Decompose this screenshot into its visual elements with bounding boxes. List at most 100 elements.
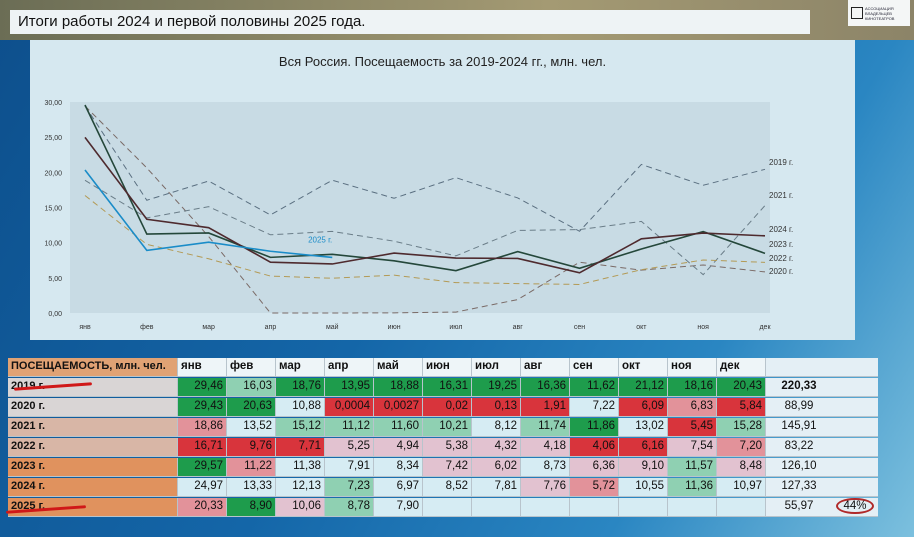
month-header: янв (178, 358, 227, 377)
value-cell: 11,74 (521, 418, 570, 437)
series-line-2023 (84, 104, 766, 272)
attendance-table: ПОСЕЩАЕМОСТЬ, млн. чел. янв фев мар апр май ию… (8, 358, 878, 518)
value-cell: 11,12 (325, 418, 374, 437)
total-cell: 83,22 (766, 438, 832, 457)
value-cell: 4,94 (374, 438, 423, 457)
value-cell: 11,57 (668, 458, 717, 477)
x-tick-label: ноя (697, 324, 709, 331)
value-cell: 29,57 (178, 458, 227, 477)
value-cell: 6,02 (472, 458, 521, 477)
series-label: 2025 г. (308, 235, 332, 244)
value-cell: 29,46 (178, 378, 227, 397)
value-cell: 5,38 (423, 438, 472, 457)
percent-value-circled: 44% (836, 498, 874, 514)
slide-title-bar: Итоги работы 2024 и первой половины 2025… (10, 10, 810, 34)
value-cell (668, 498, 717, 517)
value-cell: 13,52 (227, 418, 276, 437)
value-cell: 18,88 (374, 378, 423, 397)
month-header: июл (472, 358, 521, 377)
series-line-2024 (84, 136, 766, 274)
value-cell: 10,97 (717, 478, 766, 497)
value-cell: 16,36 (521, 378, 570, 397)
value-cell: 13,95 (325, 378, 374, 397)
month-header: апр (325, 358, 374, 377)
value-cell: 12,13 (276, 478, 325, 497)
value-cell: 15,12 (276, 418, 325, 437)
value-cell: 11,62 (570, 378, 619, 397)
month-header: фев (227, 358, 276, 377)
value-cell: 7,91 (325, 458, 374, 477)
value-cell: 1,91 (521, 398, 570, 417)
series-label: 2020 г. (769, 267, 793, 276)
table-row: 2021 г. 18,86 13,52 15,12 11,12 11,60 10,21 8,1… (8, 418, 878, 438)
month-header: май (374, 358, 423, 377)
value-cell: 10,06 (276, 498, 325, 517)
percent-cell (832, 398, 878, 417)
value-cell: 16,31 (423, 378, 472, 397)
x-tick-label: май (326, 323, 339, 331)
value-cell: 6,83 (668, 398, 717, 417)
value-cell: 10,88 (276, 398, 325, 417)
table-header-row: ПОСЕЩАЕМОСТЬ, млн. чел. янв фев мар апр май ию… (8, 358, 878, 378)
value-cell (570, 498, 619, 517)
value-cell: 4,06 (570, 438, 619, 457)
value-cell: 16,71 (178, 438, 227, 457)
month-header: дек (717, 358, 766, 377)
year-label: 2024 г. (8, 478, 178, 497)
value-cell: 8,48 (717, 458, 766, 477)
value-cell: 24,97 (178, 478, 227, 497)
percent-cell: 44% (832, 498, 878, 517)
y-tick-label: 5,00 (48, 276, 62, 283)
value-cell: 4,32 (472, 438, 521, 457)
x-tick-label: июн (388, 324, 401, 331)
total-cell: 55,97 (766, 498, 832, 517)
percent-header (832, 358, 878, 377)
series-label: 2023 г. (769, 240, 793, 249)
x-tick-label: июл (449, 324, 462, 331)
value-cell: 7,23 (325, 478, 374, 497)
series-line-2025 (84, 169, 333, 259)
value-cell: 6,16 (619, 438, 668, 457)
value-cell: 18,76 (276, 378, 325, 397)
table-row: 2022 г. 16,71 9,76 7,71 5,25 4,94 5,38 4,32 4,18… (8, 438, 878, 458)
x-tick-label: окт (636, 324, 647, 331)
chart-plot: 0,00 5,00 10,00 15,00 20,00 25,00 30,00 янв фев м… (44, 100, 793, 331)
value-cell (423, 498, 472, 517)
y-tick-label: 25,00 (44, 135, 62, 142)
value-cell: 7,54 (668, 438, 717, 457)
value-cell: 20,43 (717, 378, 766, 397)
year-label: 2023 г. (8, 458, 178, 477)
value-cell: 18,86 (178, 418, 227, 437)
year-label: 2020 г. (8, 398, 178, 417)
value-cell: 7,42 (423, 458, 472, 477)
value-cell: 9,76 (227, 438, 276, 457)
year-label: 2022 г. (8, 438, 178, 457)
x-tick-label: дек (759, 324, 771, 331)
x-tick-label: сен (574, 324, 585, 331)
month-header: июн (423, 358, 472, 377)
value-cell: 7,71 (276, 438, 325, 457)
month-header: окт (619, 358, 668, 377)
value-cell: 7,90 (374, 498, 423, 517)
y-tick-label: 10,00 (44, 241, 62, 248)
value-cell: 6,97 (374, 478, 423, 497)
slide-title: Итоги работы 2024 и первой половины 2025… (18, 13, 366, 30)
series-label: 2021 г. (769, 191, 793, 200)
percent-cell (832, 478, 878, 497)
series-line-2020 (84, 105, 766, 314)
value-cell: 11,60 (374, 418, 423, 437)
value-cell: 8,90 (227, 498, 276, 517)
value-cell: 7,22 (570, 398, 619, 417)
table-row: 2019 г.29,4616,0318,7613,9518,8816,3119,… (8, 378, 878, 398)
total-cell: 126,10 (766, 458, 832, 477)
value-cell (472, 498, 521, 517)
value-cell (717, 498, 766, 517)
value-cell: 8,52 (423, 478, 472, 497)
percent-cell (832, 458, 878, 477)
value-cell: 10,21 (423, 418, 472, 437)
value-cell: 11,38 (276, 458, 325, 477)
value-cell: 16,03 (227, 378, 276, 397)
total-cell: 220,33 (766, 378, 832, 397)
value-cell: 21,12 (619, 378, 668, 397)
value-cell (619, 498, 668, 517)
